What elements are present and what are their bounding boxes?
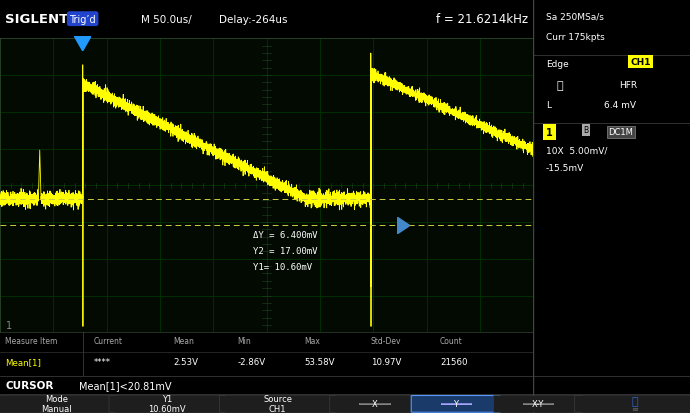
Text: ≡: ≡ bbox=[631, 404, 638, 413]
Text: f = 21.6214kHz: f = 21.6214kHz bbox=[436, 13, 528, 26]
Text: ⏶: ⏶ bbox=[557, 81, 564, 90]
Text: Y1= 10.60mV: Y1= 10.60mV bbox=[253, 262, 313, 271]
Text: ****: **** bbox=[93, 358, 110, 367]
FancyBboxPatch shape bbox=[109, 396, 226, 412]
Polygon shape bbox=[75, 37, 91, 52]
FancyBboxPatch shape bbox=[411, 396, 500, 412]
Text: CURSOR: CURSOR bbox=[6, 380, 54, 390]
Text: Mean: Mean bbox=[173, 336, 194, 345]
Text: 2.53V: 2.53V bbox=[173, 358, 198, 367]
Text: Min: Min bbox=[237, 336, 251, 345]
FancyBboxPatch shape bbox=[219, 396, 336, 412]
Text: Count: Count bbox=[440, 336, 463, 345]
Text: -2.86V: -2.86V bbox=[237, 358, 266, 367]
FancyBboxPatch shape bbox=[493, 396, 582, 412]
Text: 53.58V: 53.58V bbox=[304, 358, 335, 367]
Text: X-Y: X-Y bbox=[532, 399, 544, 408]
Text: 21560: 21560 bbox=[440, 358, 468, 367]
Text: Max: Max bbox=[304, 336, 320, 345]
Text: M 50.0us/: M 50.0us/ bbox=[141, 14, 192, 25]
Text: X: X bbox=[371, 399, 377, 408]
Text: Curr 175kpts: Curr 175kpts bbox=[546, 33, 604, 42]
Text: Edge: Edge bbox=[546, 60, 569, 69]
Text: SIGLENT: SIGLENT bbox=[6, 13, 68, 26]
Text: Y1
10.60mV: Y1 10.60mV bbox=[148, 394, 186, 413]
Text: Delay:-264us: Delay:-264us bbox=[219, 14, 287, 25]
Text: 10X  5.00mV/: 10X 5.00mV/ bbox=[546, 147, 607, 156]
Text: B: B bbox=[584, 126, 589, 135]
Text: CH1: CH1 bbox=[631, 58, 651, 67]
Text: Y2 = 17.00mV: Y2 = 17.00mV bbox=[253, 247, 318, 255]
Text: 10.97V: 10.97V bbox=[371, 358, 401, 367]
Text: 1: 1 bbox=[546, 128, 553, 138]
Text: Std-Dev: Std-Dev bbox=[371, 336, 401, 345]
Text: -15.5mV: -15.5mV bbox=[546, 163, 584, 172]
Text: Mode
Manual: Mode Manual bbox=[41, 394, 72, 413]
Text: Sa 250MSa/s: Sa 250MSa/s bbox=[546, 12, 604, 21]
Text: HFR: HFR bbox=[620, 81, 638, 90]
Text: L: L bbox=[546, 101, 551, 110]
Text: 1: 1 bbox=[6, 320, 12, 330]
Text: Mean[1]<20.81mV: Mean[1]<20.81mV bbox=[79, 380, 172, 390]
Text: 6.4 mV: 6.4 mV bbox=[604, 101, 636, 110]
Text: Source
CH1: Source CH1 bbox=[263, 394, 293, 413]
Text: Measure Item: Measure Item bbox=[6, 336, 58, 345]
Text: Mean[1]: Mean[1] bbox=[6, 358, 41, 367]
FancyBboxPatch shape bbox=[0, 396, 115, 412]
Text: Trig’d: Trig’d bbox=[70, 14, 96, 25]
Polygon shape bbox=[397, 218, 410, 234]
FancyBboxPatch shape bbox=[575, 396, 690, 412]
Text: ⬛: ⬛ bbox=[631, 396, 638, 406]
Text: ΔY = 6.400mV: ΔY = 6.400mV bbox=[253, 230, 318, 240]
Text: DC1M: DC1M bbox=[609, 128, 633, 137]
FancyBboxPatch shape bbox=[330, 396, 419, 412]
Text: Current: Current bbox=[93, 336, 122, 345]
Text: Y: Y bbox=[453, 399, 458, 408]
